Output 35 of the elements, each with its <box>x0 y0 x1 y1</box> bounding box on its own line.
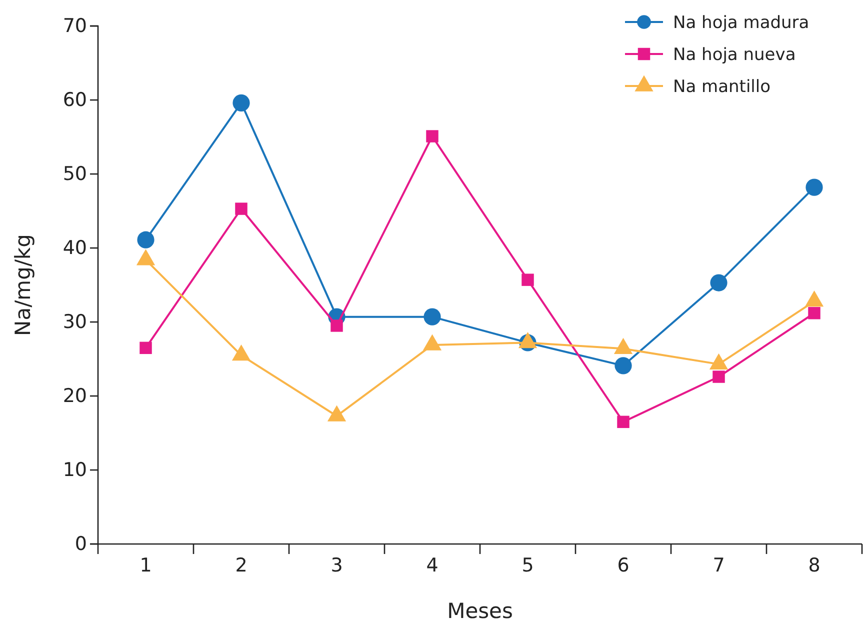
legend-label: Na hoja nueva <box>673 45 796 65</box>
point <box>806 178 823 196</box>
point <box>232 94 250 112</box>
y-tick-label: 20 <box>62 385 87 408</box>
x-tick-label: 2 <box>235 554 248 576</box>
point <box>235 202 248 215</box>
point <box>614 357 632 374</box>
x-tick-label: 6 <box>617 554 630 576</box>
legend-label: Na hoja madura <box>673 13 810 33</box>
x-tick-label: 5 <box>522 554 534 576</box>
point <box>426 130 438 142</box>
y-tick-label: 30 <box>62 311 87 334</box>
x-tick-label: 4 <box>426 554 438 576</box>
x-tick-label: 7 <box>712 554 725 576</box>
point <box>522 274 534 286</box>
y-tick-label: 0 <box>74 533 87 556</box>
y-tick-label: 50 <box>62 163 87 186</box>
y-tick-label: 70 <box>62 15 87 38</box>
y-tick-label: 60 <box>62 89 87 112</box>
point <box>140 342 152 354</box>
x-tick-label: 1 <box>140 554 152 576</box>
legend-label: Na mantillo <box>673 77 771 97</box>
y-tick-label: 10 <box>62 459 87 482</box>
point <box>712 370 725 383</box>
x-tick-label: 8 <box>808 554 820 576</box>
y-axis-title: Na/mg/kg <box>11 234 35 336</box>
point <box>617 416 630 428</box>
point <box>137 231 154 248</box>
x-tick-label: 3 <box>330 554 343 576</box>
y-tick-label: 40 <box>62 237 87 260</box>
point <box>424 308 441 326</box>
point <box>808 306 820 320</box>
x-axis-title: Meses <box>447 599 513 623</box>
point <box>710 274 728 292</box>
point <box>330 320 343 332</box>
